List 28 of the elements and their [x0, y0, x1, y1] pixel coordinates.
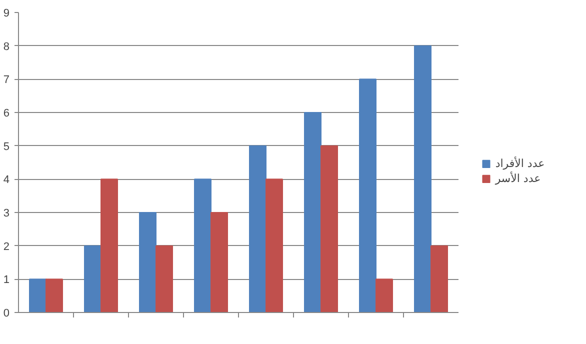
bar: [249, 145, 266, 312]
y-tick-label: 1: [3, 274, 10, 286]
bar: [210, 212, 228, 312]
bar: [46, 278, 63, 312]
bar: [266, 178, 283, 312]
y-tick-label: 4: [3, 174, 10, 186]
bar: [430, 245, 448, 312]
bar: [320, 145, 338, 312]
y-tick-label: 9: [3, 8, 10, 20]
bar: [376, 278, 393, 312]
y-tick-label: 3: [3, 208, 10, 220]
y-tick-label: 2: [3, 240, 10, 253]
legend-label: عدد الأسر: [495, 172, 541, 185]
bar: [29, 278, 46, 312]
y-tick-label: 5: [3, 140, 10, 153]
bar: [139, 212, 156, 312]
bar: [84, 245, 102, 312]
y-tick-label: 6: [3, 108, 10, 120]
bar: [304, 112, 322, 312]
y-tick-label: 8: [3, 40, 10, 53]
bar: [359, 78, 376, 312]
y-tick-label: 0: [3, 308, 10, 320]
y-tick-label: 7: [3, 74, 10, 86]
legend-label: عدد الأفراد: [495, 157, 545, 170]
bar: [100, 178, 118, 312]
bar: [156, 245, 173, 312]
bar: [414, 45, 432, 312]
bar: [194, 178, 212, 312]
